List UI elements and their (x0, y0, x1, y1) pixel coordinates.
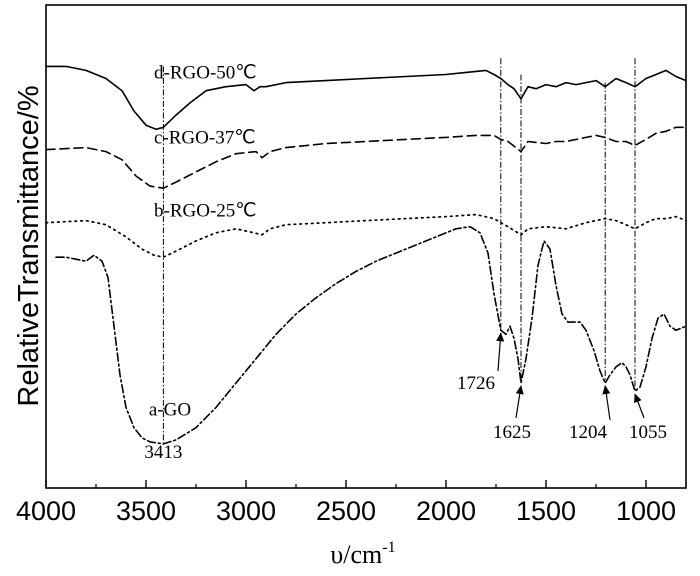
series-line-1 (45, 65, 687, 131)
annotation-label: 1726 (457, 373, 495, 394)
reference-lines (162, 58, 636, 444)
x-tick-label: 4000 (16, 496, 76, 526)
x-axis-label-main: υ/cm (330, 540, 382, 569)
x-tick-label: 1000 (616, 496, 676, 526)
series-line-3 (45, 213, 687, 259)
plot-frame (45, 4, 687, 489)
series-line-4 (55, 225, 687, 445)
y-axis-label: RelativeTransmittance/% (13, 85, 45, 406)
x-axis-label: υ/cm-1 (330, 539, 395, 569)
x-axis-ticks: 4000 3500 3000 2500 2000 1500 1000 (16, 480, 676, 526)
series-line-2 (45, 126, 687, 189)
annotation-label: 1055 (629, 422, 667, 443)
annotation-label: 3413 (144, 442, 182, 463)
annotation-arrow (602, 385, 611, 420)
x-tick-label: 2000 (416, 496, 476, 526)
annotations: d-RGO-50℃ c-RGO-37℃ b-RGO-25℃ a-GO 3413 1726 1… (144, 63, 667, 464)
annotation-label: d-RGO-50℃ (154, 63, 257, 84)
x-tick-label: 3000 (216, 496, 276, 526)
annotation-label: 1625 (493, 422, 531, 443)
annotation-label: c-RGO-37℃ (154, 128, 256, 149)
x-tick-label: 1500 (516, 496, 576, 526)
annotation-arrow (634, 393, 645, 419)
x-tick-label: 2500 (316, 496, 376, 526)
annotation-arrow (515, 385, 524, 418)
x-tick-label: 3500 (116, 496, 176, 526)
x-axis-label-sup: -1 (382, 539, 395, 556)
annotation-arrow (496, 332, 505, 372)
annotation-label: a-GO (149, 400, 191, 421)
annotation-label: 1204 (569, 422, 608, 443)
series-layer (45, 65, 687, 445)
annotation-label: b-RGO-25℃ (154, 201, 257, 222)
